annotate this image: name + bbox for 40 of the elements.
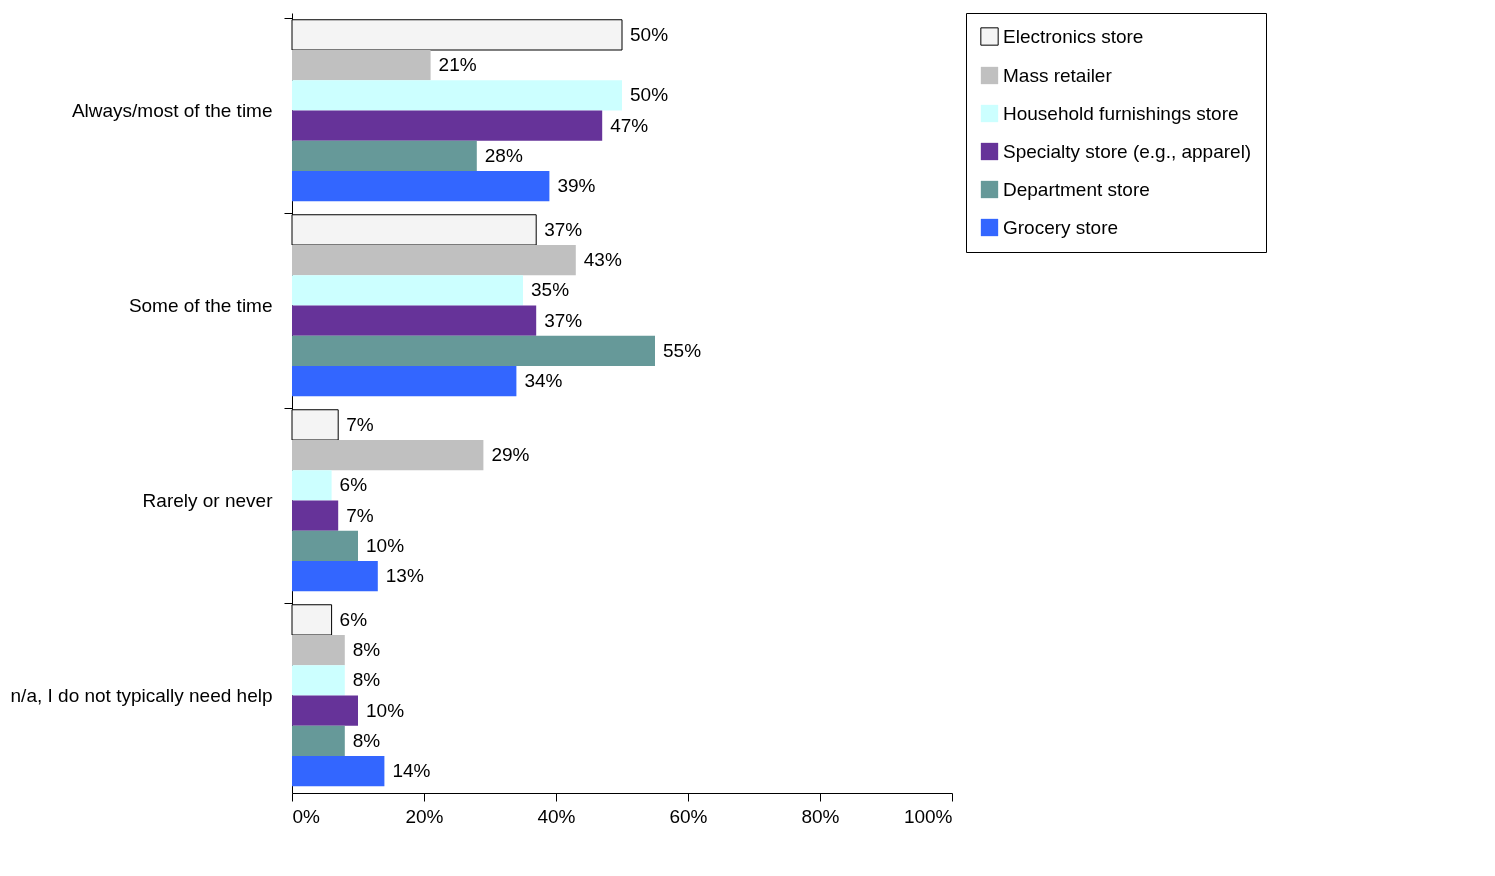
data-label: 7%	[346, 413, 374, 435]
legend-label: Electronics store	[1003, 25, 1144, 47]
y-tick-label: Some of the time	[128, 294, 273, 316]
data-label: 47%	[610, 114, 649, 136]
data-label: 7%	[346, 504, 374, 526]
data-label: 35%	[531, 279, 570, 301]
data-label: 13%	[385, 565, 424, 587]
data-label: 28%	[484, 144, 523, 166]
y-tick-label: Always/most of the time	[71, 99, 273, 121]
y-tick-label: Rarely or never	[142, 489, 274, 511]
x-tick-label: 0%	[292, 805, 321, 827]
data-label: 37%	[544, 218, 583, 240]
data-label: 39%	[557, 175, 596, 197]
data-label: 6%	[339, 474, 368, 496]
legend-label: Household furnishings store	[1003, 102, 1239, 124]
data-label: 37%	[544, 309, 583, 331]
legend-label: Mass retailer	[1003, 64, 1113, 86]
data-label: 50%	[630, 23, 669, 45]
x-tick-label: 40%	[537, 805, 576, 827]
y-tick-label: n/a, I do not typically need help	[10, 684, 273, 706]
data-label: 55%	[663, 339, 702, 361]
data-label: 29%	[491, 444, 530, 466]
legend-label: Specialty store (e.g., apparel)	[1003, 140, 1252, 162]
data-label: 6%	[339, 608, 368, 630]
data-label: 8%	[352, 669, 381, 691]
data-label: 8%	[352, 639, 381, 661]
x-tick-label: 60%	[669, 805, 708, 827]
x-tick-label: 80%	[801, 805, 840, 827]
data-label: 43%	[583, 249, 622, 271]
data-label: 8%	[352, 729, 381, 751]
data-label: 10%	[366, 699, 405, 721]
data-label: 50%	[630, 84, 669, 106]
legend-label: Department store	[1003, 178, 1150, 200]
data-label: 14%	[392, 760, 431, 782]
data-label: 21%	[438, 54, 477, 76]
legend-label: Grocery store	[1003, 216, 1119, 238]
x-tick-label: 100%	[903, 805, 953, 827]
x-tick-label: 20%	[405, 805, 444, 827]
data-label: 10%	[366, 534, 405, 556]
data-label: 34%	[524, 370, 563, 392]
